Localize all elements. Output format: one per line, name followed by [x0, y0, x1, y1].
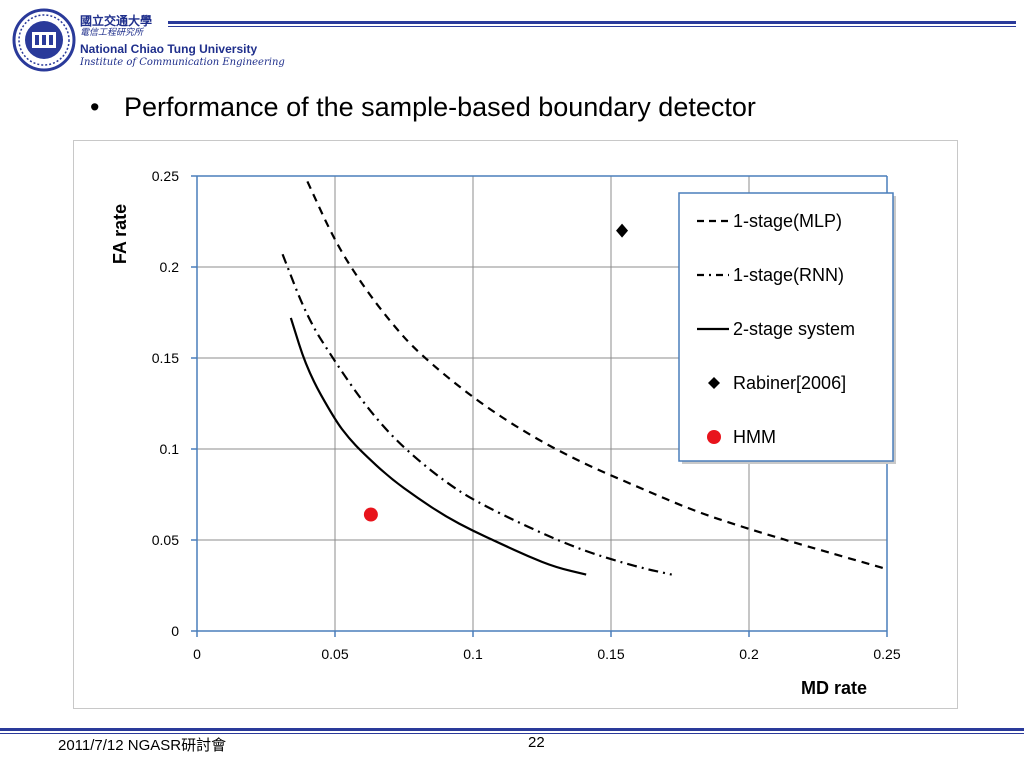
legend-label: 1-stage(MLP)	[733, 211, 842, 231]
series-line-0	[306, 181, 888, 571]
legend-label: HMM	[733, 427, 776, 447]
university-name-cn: 國立交通大學	[80, 14, 153, 28]
footer-date-event: 2011/7/12 NGASR研討會	[58, 737, 227, 754]
x-tick-label: 0	[193, 646, 201, 662]
legend-swatch-diamond	[708, 377, 720, 389]
university-logo	[12, 8, 76, 72]
slide-header: 國立交通大學 電信工程研究所 National Chiao Tung Unive…	[0, 0, 1024, 80]
chart: 0 0.05 0.1 0.15 0.2 0.25 0 0.05 0.1 0.15 0.2 0.25 MD…	[110, 168, 901, 698]
x-tick-label: 0.05	[321, 646, 348, 662]
series-line-2	[289, 317, 587, 576]
institute-name-cn: 電信工程研究所	[80, 28, 144, 38]
x-tick-label: 0.1	[463, 646, 483, 662]
y-tick-label: 0.1	[160, 441, 180, 457]
y-axis-label: FA rate	[110, 204, 130, 264]
footer-divider-thin	[0, 733, 1024, 734]
x-axis-label: MD rate	[801, 678, 867, 698]
y-tick-label: 0.2	[160, 259, 180, 275]
data-point-hmm	[363, 507, 378, 522]
y-tick-label: 0.25	[152, 168, 179, 184]
institute-name-en: Institute of Communication Engineering	[80, 57, 285, 68]
slide-bullet: • Performance of the sample-based boundar…	[90, 92, 756, 123]
legend-label: 2-stage system	[733, 319, 855, 339]
y-tick-label: 0	[171, 623, 179, 639]
legend-box	[678, 192, 894, 462]
header-divider	[168, 21, 1016, 24]
page-number: 22	[528, 734, 545, 751]
legend-label: Rabiner[2006]	[733, 373, 846, 393]
chart-frame: 0 0.05 0.1 0.15 0.2 0.25 0 0.05 0.1 0.15 0.2 0.25 MD…	[73, 140, 958, 709]
legend-label: 1-stage(RNN)	[733, 265, 844, 285]
x-tick-label: 0.25	[873, 646, 900, 662]
y-tick-label: 0.15	[152, 350, 179, 366]
x-tick-label: 0.15	[597, 646, 624, 662]
series-line-1	[281, 253, 672, 576]
header-divider-thin	[168, 26, 1016, 27]
bullet-icon: •	[90, 92, 100, 122]
y-tick-label: 0.05	[152, 532, 179, 548]
footer-divider	[0, 728, 1024, 731]
x-tick-label: 0.2	[739, 646, 759, 662]
bullet-text: Performance of the sample-based boundary…	[124, 92, 756, 122]
university-name-en: National Chiao Tung University	[80, 42, 258, 56]
data-point-rabiner	[616, 223, 629, 238]
legend-swatch-circle	[707, 430, 721, 444]
